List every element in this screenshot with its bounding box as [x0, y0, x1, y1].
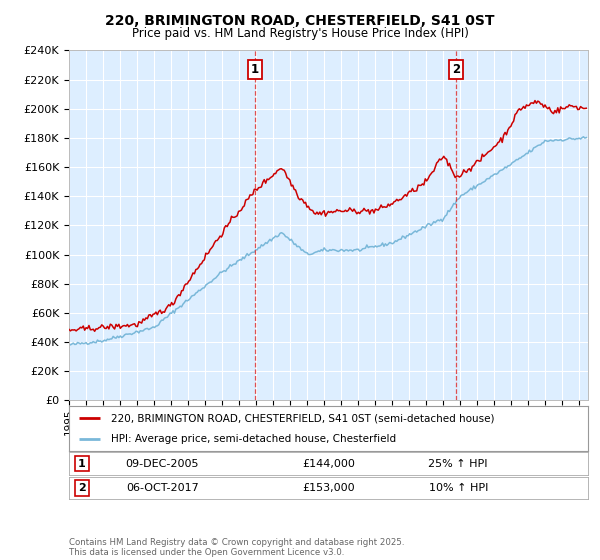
Text: 220, BRIMINGTON ROAD, CHESTERFIELD, S41 0ST (semi-detached house): 220, BRIMINGTON ROAD, CHESTERFIELD, S41 …	[110, 413, 494, 423]
Text: 09-DEC-2005: 09-DEC-2005	[125, 459, 199, 469]
Text: 10% ↑ HPI: 10% ↑ HPI	[428, 483, 488, 493]
Text: 06-OCT-2017: 06-OCT-2017	[126, 483, 199, 493]
Text: Contains HM Land Registry data © Crown copyright and database right 2025.
This d: Contains HM Land Registry data © Crown c…	[69, 538, 404, 557]
Text: 1: 1	[78, 459, 86, 469]
Text: 2: 2	[452, 63, 461, 76]
Text: HPI: Average price, semi-detached house, Chesterfield: HPI: Average price, semi-detached house,…	[110, 433, 395, 444]
Text: Price paid vs. HM Land Registry's House Price Index (HPI): Price paid vs. HM Land Registry's House …	[131, 27, 469, 40]
Text: £153,000: £153,000	[302, 483, 355, 493]
Text: 25% ↑ HPI: 25% ↑ HPI	[428, 459, 488, 469]
Text: £144,000: £144,000	[302, 459, 355, 469]
Text: 2: 2	[78, 483, 86, 493]
Text: 220, BRIMINGTON ROAD, CHESTERFIELD, S41 0ST: 220, BRIMINGTON ROAD, CHESTERFIELD, S41 …	[105, 14, 495, 28]
Text: 1: 1	[251, 63, 259, 76]
